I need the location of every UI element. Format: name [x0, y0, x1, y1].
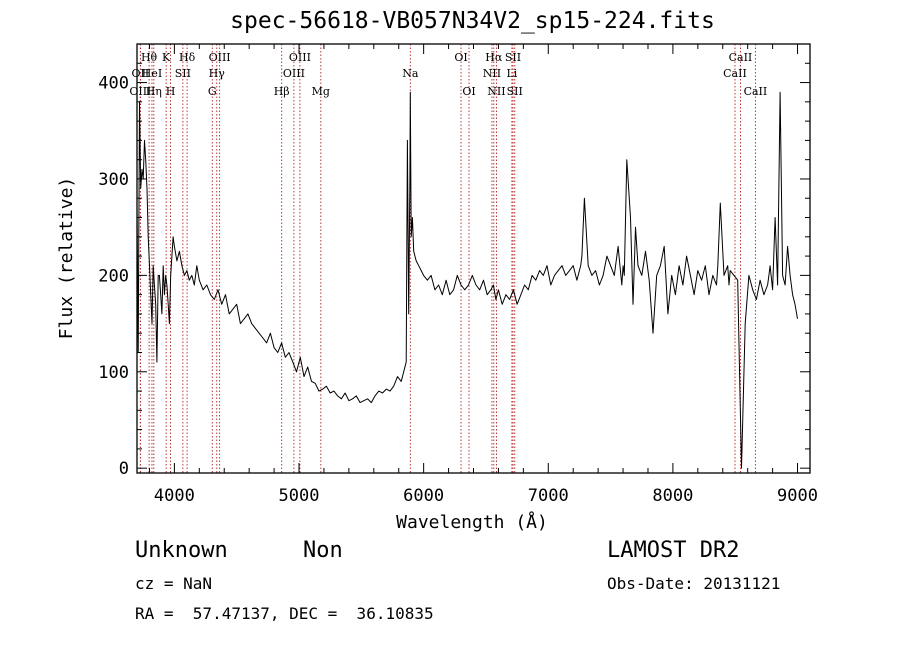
- y-axis-label: Flux (relative): [56, 177, 77, 340]
- line-label: SII: [507, 85, 523, 98]
- x-tick-label: 5000: [279, 486, 320, 506]
- line-label: Hδ: [179, 51, 196, 64]
- line-label: SII: [175, 67, 191, 80]
- line-label: CaII: [729, 51, 753, 64]
- plot-frame: [136, 43, 811, 474]
- line-label: Li: [506, 67, 517, 80]
- y-tick-label: 200: [98, 266, 129, 286]
- line-label: Hα: [485, 51, 503, 64]
- line-label: Mg: [312, 85, 330, 98]
- line-label: OI: [462, 85, 475, 98]
- y-tick-label: 100: [98, 363, 129, 383]
- spectrum-line: [136, 91, 798, 469]
- line-label: NII: [487, 85, 505, 98]
- line-label: HeI: [142, 67, 162, 80]
- observation-date: Obs-Date: 20131121: [607, 574, 781, 593]
- x-tick-label: 7000: [528, 486, 569, 506]
- line-label: Hβ: [274, 85, 290, 98]
- x-tick-label: 4000: [154, 486, 195, 506]
- y-tick-label: 300: [98, 170, 129, 190]
- y-tick-label: 0: [119, 459, 129, 479]
- x-axis-ticks: 4000 5000 6000 7000 8000 9000: [148, 44, 818, 506]
- line-label: OII: [132, 67, 150, 80]
- x-tick-label: 9000: [777, 486, 818, 506]
- line-label: OI: [454, 51, 467, 64]
- line-label: CaII: [723, 67, 747, 80]
- chart-title: spec-56618-VB057N34V2_sp15-224.fits: [230, 8, 715, 34]
- line-label: OIII: [289, 51, 311, 64]
- line-label: OIII: [283, 67, 305, 80]
- line-label: CaII: [744, 85, 768, 98]
- spectral-subclass: Non: [303, 538, 343, 563]
- line-label: Hγ: [209, 67, 226, 80]
- line-label: G: [208, 85, 217, 98]
- survey-name: LAMOST DR2: [607, 538, 740, 563]
- line-label: SII: [505, 51, 521, 64]
- line-label: NII: [483, 67, 501, 80]
- spectrum-series-group: [136, 91, 798, 469]
- line-label: OIII: [209, 51, 231, 64]
- y-axis-ticks: 0 100 200 300 400: [98, 62, 810, 479]
- line-markers-group: [139, 44, 756, 473]
- line-label: OIII: [129, 85, 151, 98]
- line-labels-group: Hθ OII OIII HeI Hη K SII H Hδ OIII Hγ G OIII OIII Hβ Mg…: [129, 51, 767, 98]
- line-label: Na: [402, 67, 419, 80]
- redshift-value: cz = NaN: [135, 574, 213, 593]
- x-axis-label: Wavelength (Å): [396, 511, 548, 533]
- x-tick-label: 8000: [652, 486, 693, 506]
- spectral-class: Unknown: [135, 538, 228, 563]
- line-label: K: [162, 51, 171, 64]
- line-label: Hη: [146, 85, 162, 98]
- line-label: Hθ: [141, 51, 158, 64]
- coordinates: RA = 57.47137, DEC = 36.10835: [135, 604, 434, 623]
- line-label: H: [166, 85, 176, 98]
- x-tick-label: 6000: [403, 486, 444, 506]
- y-tick-label: 400: [98, 74, 129, 94]
